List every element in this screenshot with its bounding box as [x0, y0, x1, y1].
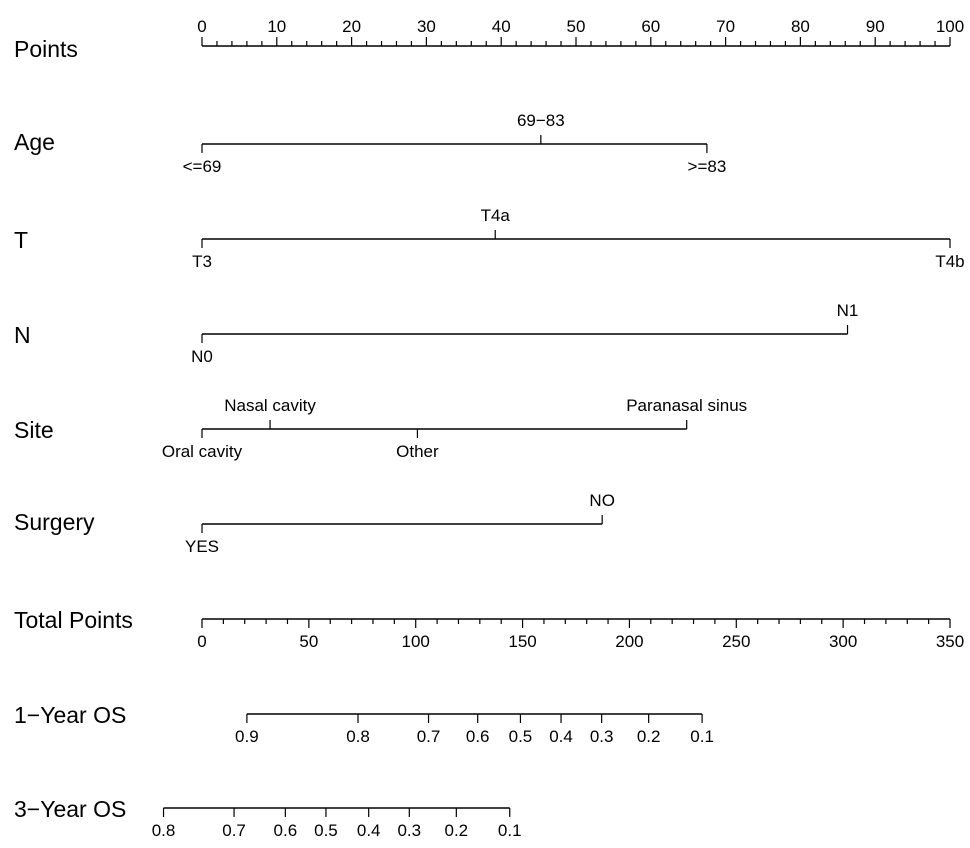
level-label-t: T4a — [481, 206, 511, 225]
prob-tick-label-os1: 0.3 — [590, 727, 614, 746]
row-label-os3: 3−Year OS — [14, 796, 126, 822]
prob-tick-label-os1: 0.8 — [346, 727, 370, 746]
tick-label-total: 350 — [936, 632, 964, 651]
tick-label-total: 0 — [197, 632, 206, 651]
row-label-site: Site — [14, 417, 54, 443]
tick-label-points: 50 — [567, 17, 586, 36]
row-age: Age <=69 69−83 >=83 — [14, 111, 726, 176]
tick-label-total: 150 — [508, 632, 536, 651]
tick-label-points: 20 — [342, 17, 361, 36]
row-label-age: Age — [14, 129, 55, 155]
prob-tick-label-os3: 0.4 — [357, 821, 381, 840]
prob-tick-label-os3: 0.7 — [222, 821, 246, 840]
row-os3: 3−Year OS 0.8 0.7 0.6 0.5 0.4 0.3 0.2 0.1 — [14, 796, 522, 840]
tick-label-total: 250 — [722, 632, 750, 651]
prob-tick-label-os3: 0.5 — [314, 821, 338, 840]
row-n: N N0 N1 — [14, 301, 858, 366]
prob-tick-label-os3: 0.2 — [444, 821, 468, 840]
row-label-n: N — [14, 322, 31, 348]
prob-tick-label-os1: 0.6 — [466, 727, 490, 746]
row-os1: 1−Year OS 0.9 0.8 0.7 0.6 0.5 0.4 0.3 0.2 0.1 — [14, 702, 714, 746]
tick-label-total: 200 — [615, 632, 643, 651]
prob-tick-label-os1: 0.2 — [637, 727, 661, 746]
row-points: Points 0 10 20 30 40 50 60 70 80 90 100 — [14, 17, 964, 62]
level-label-site: Oral cavity — [162, 442, 243, 461]
level-label-site: Paranasal sinus — [626, 396, 747, 415]
level-label-surgery: YES — [185, 537, 219, 556]
tick-label-points: 90 — [866, 17, 885, 36]
row-label-os1: 1−Year OS — [14, 702, 126, 728]
level-label-site: Other — [396, 442, 439, 461]
row-label-points: Points — [14, 36, 78, 62]
level-label-age: <=69 — [183, 157, 222, 176]
prob-tick-label-os3: 0.6 — [274, 821, 298, 840]
tick-label-points: 10 — [267, 17, 286, 36]
level-label-age: >=83 — [688, 157, 727, 176]
row-label-total: Total Points — [14, 607, 133, 633]
prob-tick-label-os1: 0.4 — [549, 727, 573, 746]
tick-label-total: 50 — [299, 632, 318, 651]
prob-tick-label-os3: 0.3 — [397, 821, 421, 840]
prob-tick-label-os1: 0.9 — [235, 727, 259, 746]
tick-label-points: 70 — [716, 17, 735, 36]
row-label-surgery: Surgery — [14, 509, 95, 535]
tick-label-points: 80 — [791, 17, 810, 36]
level-label-site: Nasal cavity — [224, 396, 316, 415]
tick-label-points: 0 — [197, 17, 206, 36]
row-surgery: Surgery YES NO — [14, 491, 615, 556]
level-label-age: 69−83 — [517, 111, 565, 130]
tick-label-points: 40 — [492, 17, 511, 36]
tick-label-total: 100 — [402, 632, 430, 651]
level-label-n: N0 — [191, 347, 213, 366]
prob-tick-label-os1: 0.7 — [417, 727, 441, 746]
prob-tick-label-os3: 0.8 — [152, 821, 176, 840]
nomogram-rows: Points 0 10 20 30 40 50 60 70 80 90 100 Age <=69 69−83… — [14, 17, 965, 840]
tick-label-total: 300 — [829, 632, 857, 651]
row-t: T T3 T4a T4b — [14, 206, 965, 271]
prob-tick-label-os1: 0.5 — [509, 727, 533, 746]
level-label-surgery: NO — [589, 491, 615, 510]
level-label-n: N1 — [837, 301, 859, 320]
level-label-t: T3 — [192, 252, 212, 271]
row-site: Site Oral cavity Nasal cavity Other Paranasa… — [14, 396, 747, 461]
prob-tick-label-os1: 0.1 — [690, 727, 714, 746]
tick-label-points: 100 — [936, 17, 964, 36]
tick-label-points: 60 — [641, 17, 660, 36]
level-label-t: T4b — [935, 252, 964, 271]
row-label-t: T — [14, 227, 28, 253]
tick-label-points: 30 — [417, 17, 436, 36]
prob-tick-label-os3: 0.1 — [498, 821, 522, 840]
row-total: Total Points 0 50 100 150 200 250 300 350 — [14, 607, 964, 651]
